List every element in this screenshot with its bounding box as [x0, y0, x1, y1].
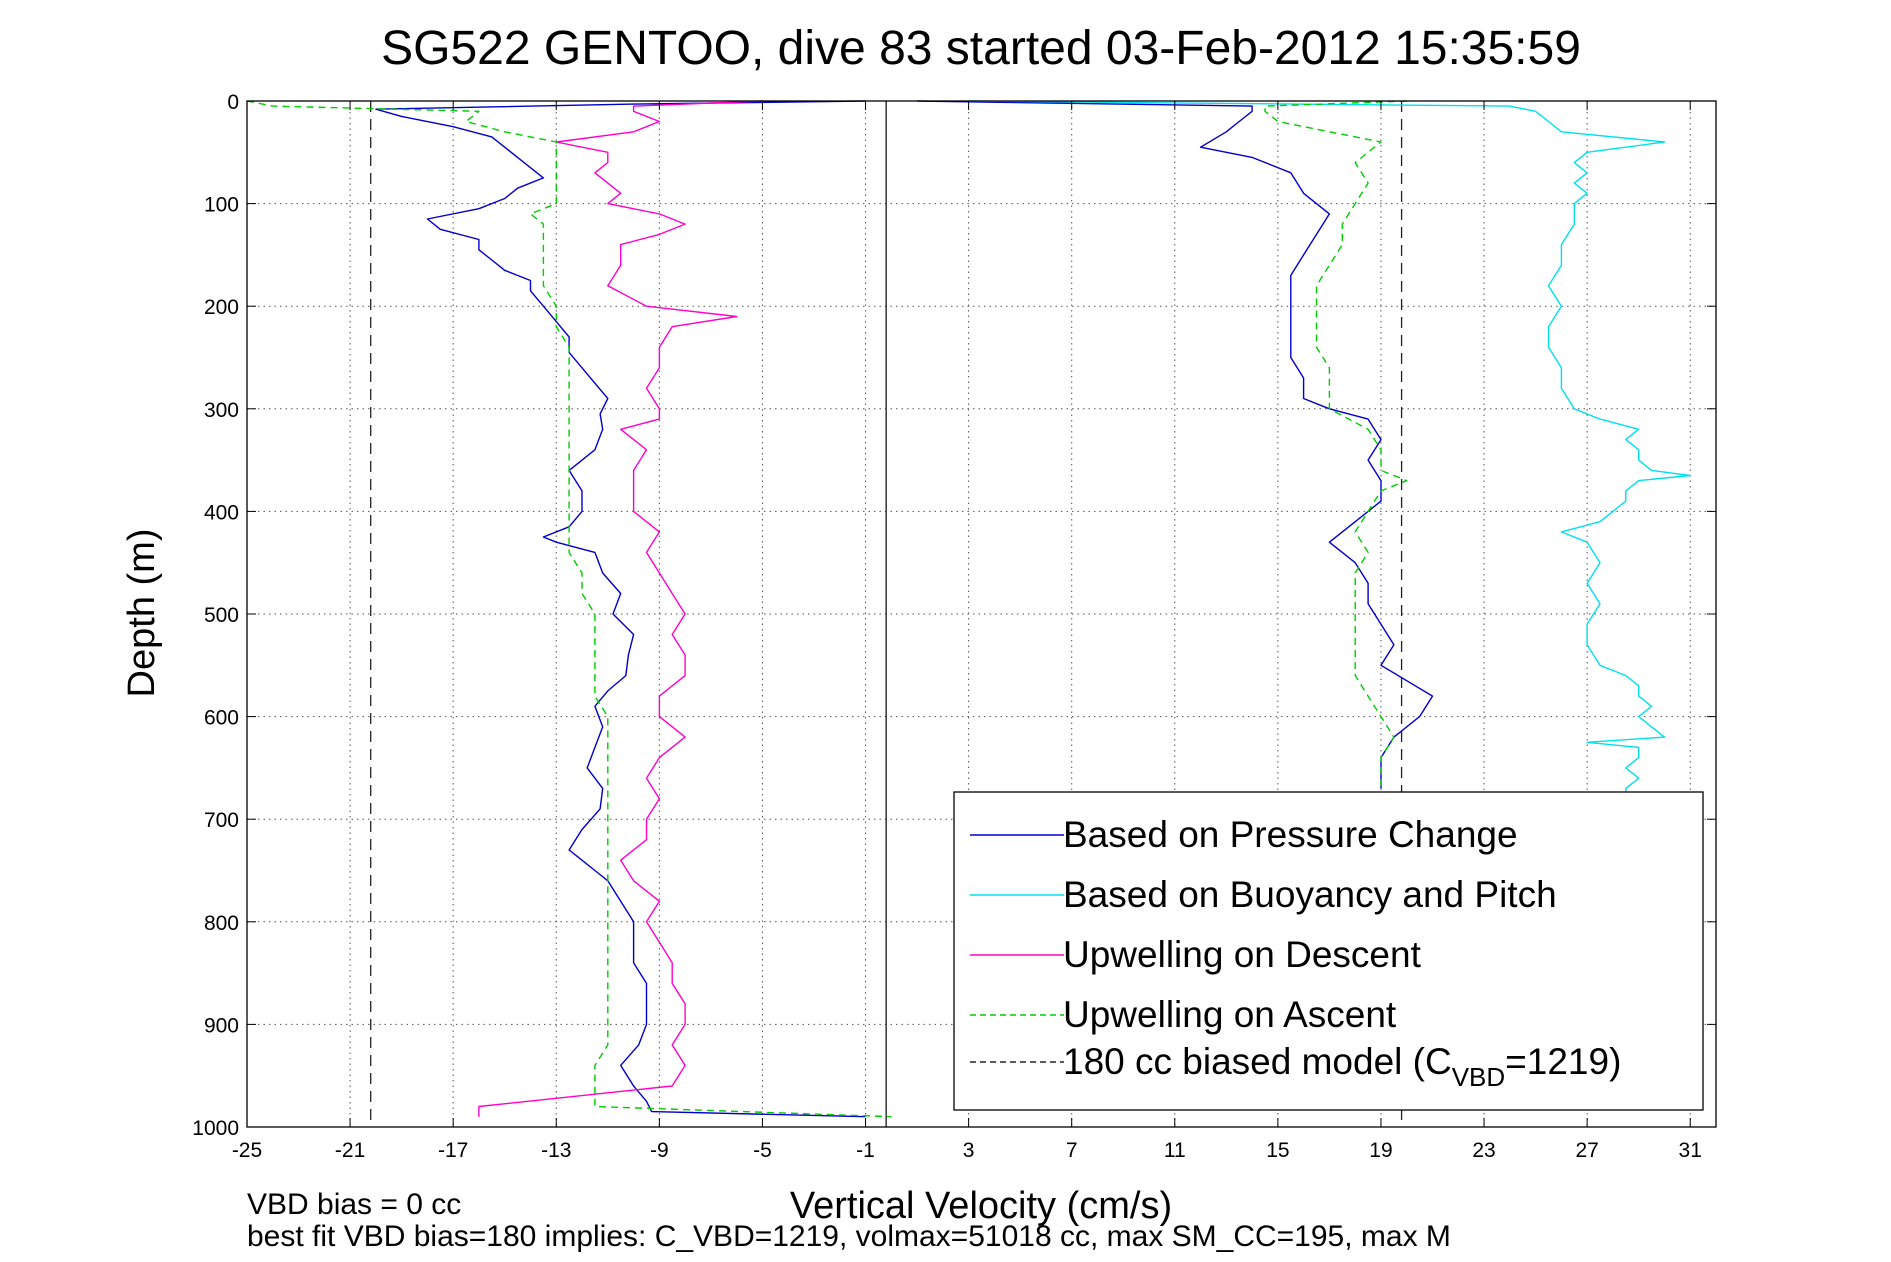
- y-tick-label: 200: [204, 296, 239, 319]
- legend-label: Upwelling on Ascent: [1063, 994, 1397, 1035]
- grid-lines: [246, 100, 1716, 1128]
- y-tick-label: 600: [204, 707, 239, 730]
- x-tick-label: -9: [650, 1139, 669, 1162]
- legend-label: 180 cc biased model (CVBD=1219): [1063, 1041, 1621, 1092]
- x-axis-label: Vertical Velocity (cm/s): [790, 1185, 1172, 1227]
- series-line-1: [968, 100, 1691, 799]
- x-tick-label: 19: [1369, 1139, 1392, 1162]
- x-tick-label: -17: [438, 1139, 468, 1162]
- footer-line-1: VBD bias = 0 cc: [247, 1188, 461, 1221]
- legend-label: Based on Pressure Change: [1063, 814, 1518, 855]
- x-tick-label: 15: [1266, 1139, 1289, 1162]
- chart-title: SG522 GENTOO, dive 83 started 03-Feb-201…: [381, 22, 1581, 75]
- x-tick-label: -5: [753, 1139, 772, 1162]
- series-line-3: [246, 100, 892, 1118]
- y-axis-label: Depth (m): [121, 529, 163, 698]
- x-tick-label: 23: [1472, 1139, 1495, 1162]
- y-tick-label: 800: [204, 912, 239, 935]
- y-tick-label: 400: [204, 501, 239, 524]
- series-line-0: [917, 100, 1434, 789]
- footer-line-2: best fit VBD bias=180 implies: C_VBD=121…: [247, 1220, 1451, 1253]
- legend-label: Upwelling on Descent: [1063, 934, 1422, 975]
- legend: Based on Pressure Change Based on Buoyanc…: [953, 791, 1704, 1111]
- y-tick-label: 1000: [192, 1117, 239, 1140]
- y-tick-label: 300: [204, 399, 239, 422]
- legend-box: [953, 791, 1704, 1111]
- series-line-2: [478, 100, 763, 1117]
- y-tick-label: 700: [204, 809, 239, 832]
- x-tick-label: -13: [541, 1139, 571, 1162]
- series-layer: [246, 100, 1691, 1118]
- x-tick-label: 11: [1164, 1139, 1186, 1162]
- y-tick-label: 100: [204, 194, 239, 217]
- x-tick-label: -25: [232, 1139, 262, 1162]
- x-tick-label: -1: [856, 1139, 875, 1162]
- x-tick-label: -21: [335, 1139, 365, 1162]
- x-axis-ticks: -25 -21 -17 -13 -9 -5 -1 3 7 11 15 19 23 27 31: [232, 101, 1702, 1162]
- legend-label: Based on Buoyancy and Pitch: [1063, 874, 1557, 915]
- x-tick-label: 27: [1575, 1139, 1598, 1162]
- series-line-3: [1264, 100, 1408, 789]
- x-tick-label: 31: [1679, 1139, 1702, 1162]
- x-tick-label: 3: [963, 1139, 975, 1162]
- y-tick-label: 900: [204, 1014, 239, 1037]
- y-axis-ticks: 0 100 200 300 400 500 600 700 800 900 1000: [192, 91, 1716, 1140]
- y-tick-label: 0: [227, 91, 239, 114]
- y-tick-label: 500: [204, 604, 239, 627]
- x-tick-label: 7: [1066, 1139, 1078, 1162]
